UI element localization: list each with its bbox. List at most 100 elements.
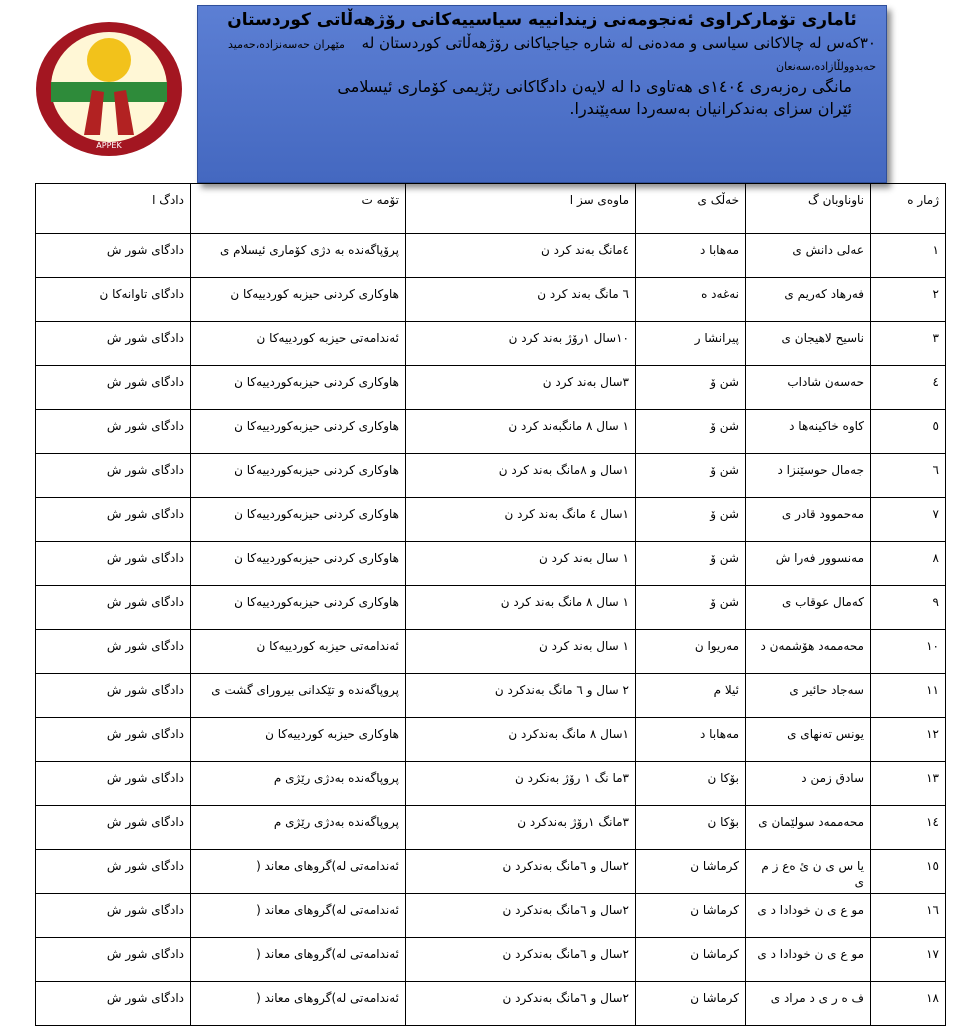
- logo: APPEK: [36, 22, 182, 156]
- table-cell: ۷: [870, 497, 946, 542]
- table-cell: دادگای شور ش: [35, 981, 191, 1026]
- column-header: ماوەی سز ا: [405, 183, 636, 234]
- table-cell: هاوکاری کردنی حیزبەکوردییەکا ن: [190, 497, 406, 542]
- table-cell: دادگای شور ش: [35, 849, 191, 894]
- table-cell: ۱سال ۸ مانگ بەندکرد ن: [405, 717, 636, 762]
- table-cell: ۱۸: [870, 981, 946, 1026]
- table-cell: ۳ما نگ ۱ رۆژ بەنکرد ن: [405, 761, 636, 806]
- intro-line: ۳۰کەس لە چالاکانی سیاسی و مەدەنی لە شارە…: [208, 32, 876, 76]
- table-cell: دادگای شور ش: [35, 673, 191, 718]
- table-cell: کەمال عوقاب ی: [745, 585, 871, 630]
- table-cell: ۲سال و ٦مانگ بەندکرد ن: [405, 937, 636, 982]
- table-cell: دادگای شور ش: [35, 937, 191, 982]
- logo-sun: [87, 38, 131, 82]
- table-cell: ئەندامەتی حیزبە کوردییەکا ن: [190, 629, 406, 674]
- table-cell: محەممەد هۆشمەن د: [745, 629, 871, 674]
- table-cell: شن ۆ: [635, 585, 746, 630]
- table-cell: ۱۲: [870, 717, 946, 762]
- table-row: ٦ جەمال حوسێنزا د شن ۆ ۱سال و ۸مانگ بەند کر…: [35, 453, 946, 498]
- table-cell: کرماشا ن: [635, 937, 746, 982]
- table-cell: هاوکاری کردنی حیزبەکوردییەکا ن: [190, 409, 406, 454]
- table-cell: ۱٥: [870, 849, 946, 894]
- title: ئاماری تۆمارکراوی ئەنجومەنی زیندانییە سی…: [227, 10, 857, 30]
- table-cell: هاوکاری حیزبە کوردییەکا ن: [190, 717, 406, 762]
- column-header: دادگ ا: [35, 183, 191, 234]
- table-cell: ۱۷: [870, 937, 946, 982]
- column-header: خەڵک ی: [635, 183, 746, 234]
- table-cell: شن ۆ: [635, 409, 746, 454]
- table-row: ۱٤ محەممەد سولێمان ی بۆکا ن ۳مانگ ۱رۆژ بەند…: [35, 805, 946, 850]
- table-cell: دادگای شور ش: [35, 717, 191, 762]
- table-row: ۱٥ یا س ی ن ئ ەع ز م ی کرماشا ن ۲سال و ٦مان…: [35, 849, 946, 894]
- table-cell: مەهابا د: [635, 717, 746, 762]
- table-cell: ۹: [870, 585, 946, 630]
- table-cell: شن ۆ: [635, 365, 746, 410]
- intro-names: مێهران حەسەنزادە،حەمید حەبدوولڵازادە،سەن…: [228, 38, 876, 73]
- table-cell: دادگای شور ش: [35, 497, 191, 542]
- table-row: ۱۷ مو ع ی ن خودادا د ی کرماشا ن ۲سال و ٦مان…: [35, 937, 946, 982]
- table-row: ۱۲ یونس تەنهای ی مەهابا د ۱سال ۸ مانگ بەندک…: [35, 717, 946, 762]
- table-cell: ۱۰: [870, 629, 946, 674]
- table-cell: مەنسوور فەرا ش: [745, 541, 871, 586]
- table-cell: ٥: [870, 409, 946, 454]
- table-cell: پروپاگەندە بەدژی رێژی م: [190, 805, 406, 850]
- intro-line-3: ئێران سزای بەندکرانیان بەسەردا سەپێندرا.: [569, 99, 852, 118]
- table-cell: بۆکا ن: [635, 805, 746, 850]
- intro-line-2: مانگی رەزبەری ۱٤۰٤ی هەتاوی دا لە لایەن د…: [337, 77, 852, 96]
- table-row: ۷ مەحموود قادر ی شن ۆ ۱سال ٤ مانگ بەند کرد …: [35, 497, 946, 542]
- table-cell: ۱سال و ۸مانگ بەند کرد ن: [405, 453, 636, 498]
- banner: ئاماری تۆمارکراوی ئەنجومەنی زیندانییە سی…: [197, 5, 887, 183]
- table-cell: ٦ مانگ بەند کرد ن: [405, 277, 636, 322]
- table-cell: ۲سال و ٦مانگ بەندکرد ن: [405, 981, 636, 1026]
- table-cell: ۱ سال بەند کرد ن: [405, 629, 636, 674]
- table-cell: دادگای شور ش: [35, 805, 191, 850]
- table-cell: پروپاگەندە و تێکدانی بیرورای گشت ی: [190, 673, 406, 718]
- table-cell: دادگای شور ش: [35, 321, 191, 366]
- table-cell: دادگای شور ش: [35, 629, 191, 674]
- column-header: ناوناوبان گ: [745, 183, 871, 234]
- table-cell: ٦: [870, 453, 946, 498]
- table-cell: سەجاد حائیر ی: [745, 673, 871, 718]
- table-cell: ۱٦: [870, 893, 946, 938]
- table-cell: ۱ سال ۸ مانگبەند کرد ن: [405, 409, 636, 454]
- table-cell: ف ە ر ی د مراد ی: [745, 981, 871, 1026]
- table-cell: ۱: [870, 233, 946, 278]
- table-cell: مو ع ی ن خودادا د ی: [745, 937, 871, 982]
- table-cell: ۱٤: [870, 805, 946, 850]
- table-cell: حەسەن شاداب: [745, 365, 871, 410]
- table-cell: بۆکا ن: [635, 761, 746, 806]
- table-cell: ئیلا م: [635, 673, 746, 718]
- logo-label: APPEK: [96, 141, 122, 150]
- table-cell: ۱۰سال ۱رۆژ بەند کرد ن: [405, 321, 636, 366]
- table-cell: محەممەد سولێمان ی: [745, 805, 871, 850]
- table-cell: مەهابا د: [635, 233, 746, 278]
- logo-band: [51, 82, 167, 102]
- table-cell: هاوکاری کردنی حیزبەکوردییەکا ن: [190, 453, 406, 498]
- table-cell: مەحموود قادر ی: [745, 497, 871, 542]
- table-cell: ۲: [870, 277, 946, 322]
- table-cell: پرۆپاگەندە بە دژی کۆماری ئیسلام ی: [190, 233, 406, 278]
- table-cell: شن ۆ: [635, 541, 746, 586]
- table-cell: ۱سال ٤ مانگ بەند کرد ن: [405, 497, 636, 542]
- table-cell: پروپاگەندە بەدژی رێژی م: [190, 761, 406, 806]
- table-cell: ۱ سال بەند کرد ن: [405, 541, 636, 586]
- table-row: ۳ ناسیح لاهیجان ی پیرانشا ر ۱۰سال ۱رۆژ بەند…: [35, 321, 946, 366]
- table-cell: جەمال حوسێنزا د: [745, 453, 871, 498]
- table-cell: کاوە خاکینەها د: [745, 409, 871, 454]
- table-cell: دادگای شور ش: [35, 233, 191, 278]
- table-cell: ئەندامەتی لە)گروهای معاند (: [190, 981, 406, 1026]
- table-cell: دادگای تاوانەکا ن: [35, 277, 191, 322]
- table-cell: ٤مانگ بەند کرد ن: [405, 233, 636, 278]
- table-cell: فەرهاد کەریم ی: [745, 277, 871, 322]
- table-cell: ۳: [870, 321, 946, 366]
- table-cell: سادق زمن د: [745, 761, 871, 806]
- table-cell: ۱ سال ۸ مانگ بەند کرد ن: [405, 585, 636, 630]
- table-cell: یونس تەنهای ی: [745, 717, 871, 762]
- table-cell: دادگای شور ش: [35, 893, 191, 938]
- table-cell: کرماشا ن: [635, 849, 746, 894]
